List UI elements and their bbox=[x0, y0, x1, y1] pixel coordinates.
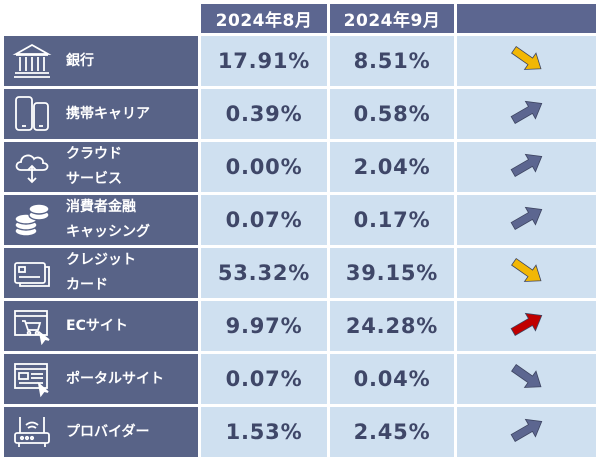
row-label-cell: ポータルサイト bbox=[4, 354, 198, 404]
row-label-line1: 携帯キャリア bbox=[66, 105, 150, 122]
august-value: 0.07% bbox=[201, 354, 327, 404]
smartphone-icon bbox=[12, 95, 52, 133]
september-value: 0.58% bbox=[330, 89, 454, 139]
row-label-line1: クラウド bbox=[66, 146, 122, 162]
bank-icon bbox=[12, 42, 52, 80]
credit-card-icon bbox=[12, 254, 52, 292]
trend-cell bbox=[457, 89, 596, 139]
trend-down-arrow-icon bbox=[507, 362, 547, 397]
row-label-line1: プロバイダー bbox=[66, 423, 150, 440]
trend-cell bbox=[457, 248, 596, 298]
august-value: 9.97% bbox=[201, 301, 327, 351]
table-row: クレジット カード 53.32% 39.15% bbox=[4, 248, 596, 298]
table-row: 銀行 17.91% 8.51% bbox=[4, 36, 596, 86]
shopping-cart-icon bbox=[12, 307, 52, 346]
september-value: 39.15% bbox=[330, 248, 454, 298]
table-row: プロバイダー 1.53% 2.45% bbox=[4, 407, 596, 457]
trend-cell bbox=[457, 354, 596, 404]
row-label-line2: サービス bbox=[66, 171, 122, 187]
table-row: クラウド サービス 0.00% 2.04% bbox=[4, 142, 596, 192]
table-row: 消費者金融 キャッシング 0.07% 0.17% bbox=[4, 195, 596, 245]
september-value: 24.28% bbox=[330, 301, 454, 351]
september-value: 2.45% bbox=[330, 407, 454, 457]
august-value: 53.32% bbox=[201, 248, 327, 298]
row-label-cell: 携帯キャリア bbox=[4, 89, 198, 139]
trend-cell bbox=[457, 407, 596, 457]
row-label-line1: ECサイト bbox=[66, 317, 128, 334]
august-value: 1.53% bbox=[201, 407, 327, 457]
september-value: 0.17% bbox=[330, 195, 454, 245]
row-label: 消費者金融キャッシング bbox=[66, 195, 196, 245]
trend-down-arrow-icon bbox=[507, 256, 547, 291]
table-header: 2024年8月 2024年9月 bbox=[4, 4, 596, 33]
trend-cell bbox=[457, 301, 596, 351]
september-value: 8.51% bbox=[330, 36, 454, 86]
row-label-cell: 消費者金融キャッシング bbox=[4, 195, 198, 245]
table-row: ECサイト 9.97% 24.28% bbox=[4, 301, 596, 351]
coins-icon bbox=[12, 201, 52, 239]
trend-cell bbox=[457, 195, 596, 245]
phishing-brand-table: 2024年8月 2024年9月 銀行 17.91% 8.51% 携帯キャリア 0.39%… bbox=[4, 4, 596, 457]
september-value: 2.04% bbox=[330, 142, 454, 192]
row-label: 銀行 bbox=[66, 36, 196, 86]
row-label-cell: ECサイト bbox=[4, 301, 198, 351]
trend-up-arrow-icon bbox=[507, 415, 547, 450]
trend-down-arrow-icon bbox=[507, 44, 547, 79]
portal-site-icon bbox=[12, 360, 52, 398]
table-row: 携帯キャリア 0.39% 0.58% bbox=[4, 89, 596, 139]
trend-cell bbox=[457, 36, 596, 86]
row-label: 携帯キャリア bbox=[66, 89, 196, 139]
august-value: 17.91% bbox=[201, 36, 327, 86]
row-label-cell: 銀行 bbox=[4, 36, 198, 86]
trend-up-arrow-icon bbox=[507, 150, 547, 185]
trend-up-arrow-icon bbox=[507, 203, 547, 238]
column-header-trend bbox=[457, 4, 596, 33]
trend-up-arrow-icon bbox=[507, 97, 547, 132]
row-label-line1: クレジット bbox=[66, 252, 136, 268]
row-label-cell: プロバイダー bbox=[4, 407, 198, 457]
august-value: 0.07% bbox=[201, 195, 327, 245]
row-label-cell: クラウド サービス bbox=[4, 142, 198, 192]
september-value: 0.04% bbox=[330, 354, 454, 404]
table-row: ポータルサイト 0.07% 0.04% bbox=[4, 354, 596, 404]
cloud-icon bbox=[12, 148, 52, 186]
row-label-cell: クレジット カード bbox=[4, 248, 198, 298]
row-label: クレジット カード bbox=[66, 248, 196, 298]
row-label-line1: 銀行 bbox=[66, 52, 94, 69]
router-icon bbox=[12, 413, 52, 451]
column-header-september: 2024年9月 bbox=[330, 4, 454, 33]
trend-up-arrow-icon bbox=[507, 309, 547, 344]
row-label-line1: 消費者金融 bbox=[66, 199, 136, 215]
august-value: 0.00% bbox=[201, 142, 327, 192]
row-label: クラウド サービス bbox=[66, 142, 196, 192]
row-label: ポータルサイト bbox=[66, 354, 196, 404]
row-label-line1: ポータルサイト bbox=[66, 370, 164, 387]
row-label-line2: キャッシング bbox=[66, 224, 150, 240]
row-label: プロバイダー bbox=[66, 407, 196, 457]
row-label-line2: カード bbox=[66, 277, 108, 293]
column-header-august: 2024年8月 bbox=[201, 4, 327, 33]
trend-cell bbox=[457, 142, 596, 192]
row-label: ECサイト bbox=[66, 301, 196, 351]
august-value: 0.39% bbox=[201, 89, 327, 139]
